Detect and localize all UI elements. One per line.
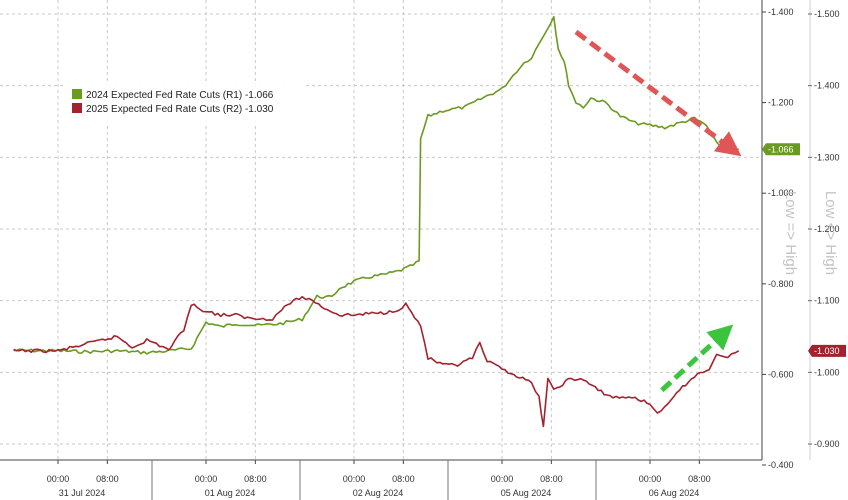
legend-entry: 2025 Expected Fed Rate Cuts (R2) -1.030 xyxy=(86,104,274,115)
r1-axis: -1.400 -1.200 -1.000 -0.800 -0.600 -0.400 Low … xyxy=(762,7,800,470)
date-label: 05 Aug 2024 xyxy=(501,488,552,498)
r1-tick-label: -0.800 xyxy=(768,279,794,289)
date-label: 31 Jul 2024 xyxy=(59,488,106,498)
x-tick-label: 00:00 xyxy=(343,474,366,484)
date-label: 01 Aug 2024 xyxy=(205,488,256,498)
x-tick-label: 00:00 xyxy=(639,474,662,484)
series-lines xyxy=(13,15,740,428)
x-tick-label: 08:00 xyxy=(540,474,563,484)
r2-tick-label: -1.000 xyxy=(814,367,840,377)
annotation-arrows xyxy=(574,29,742,393)
r2-tick-label: -0.900 xyxy=(814,439,840,449)
down-trend-arrow xyxy=(574,29,742,157)
r2-tick-label: -1.300 xyxy=(814,152,840,162)
plot-frame xyxy=(0,0,763,461)
legend-swatch xyxy=(72,103,82,113)
x-tick-label: 08:00 xyxy=(392,474,415,484)
legend-box xyxy=(66,84,304,124)
grid xyxy=(0,0,762,460)
r2-axis: -1.500 -1.400 -1.300 -1.200 -1.100 -1.000 -0.9… xyxy=(808,0,846,460)
date-label: 06 Aug 2024 xyxy=(649,488,700,498)
x-tick-label: 08:00 xyxy=(244,474,267,484)
series-line-2024-rate-cuts xyxy=(13,15,739,355)
r1-tick-label: -1.000 xyxy=(768,188,794,198)
date-label: 02 Aug 2024 xyxy=(353,488,404,498)
r1-axis-title: Low => High xyxy=(782,191,799,275)
legend-swatch xyxy=(72,89,82,99)
x-tick-label: 00:00 xyxy=(47,474,70,484)
r1-tick-label: -1.400 xyxy=(768,7,794,17)
r2-tick-label: -1.500 xyxy=(814,9,840,19)
x-tick-label: 00:00 xyxy=(491,474,514,484)
r2-tick-label: -1.200 xyxy=(814,224,840,234)
legend-entry: 2024 Expected Fed Rate Cuts (R1) -1.066 xyxy=(86,90,274,101)
series-line-2025-rate-cuts xyxy=(13,295,740,428)
r2-tick-label: -1.100 xyxy=(814,296,840,306)
last-value-label: -1.066 xyxy=(768,144,794,154)
r2-axis-title: Low <> High xyxy=(822,191,839,275)
up-trend-arrow xyxy=(660,324,734,393)
x-tick-label: 08:00 xyxy=(688,474,711,484)
last-value-tag xyxy=(762,143,800,156)
x-tick-label: 00:00 xyxy=(195,474,218,484)
last-value-label: -1.030 xyxy=(814,346,840,356)
x-tick-label: 08:00 xyxy=(96,474,119,484)
r1-tick-label: -1.200 xyxy=(768,98,794,108)
legend: 2024 Expected Fed Rate Cuts (R1) -1.066 2… xyxy=(66,84,304,124)
r2-tick-label: -1.400 xyxy=(814,81,840,91)
last-value-tag xyxy=(808,344,846,357)
x-axis: 00:00 08:00 00:00 08:00 00:00 08:00 00:00 08:00… xyxy=(47,460,711,500)
r1-tick-label: -0.600 xyxy=(768,369,794,379)
r1-tick-label: -0.400 xyxy=(768,460,794,470)
